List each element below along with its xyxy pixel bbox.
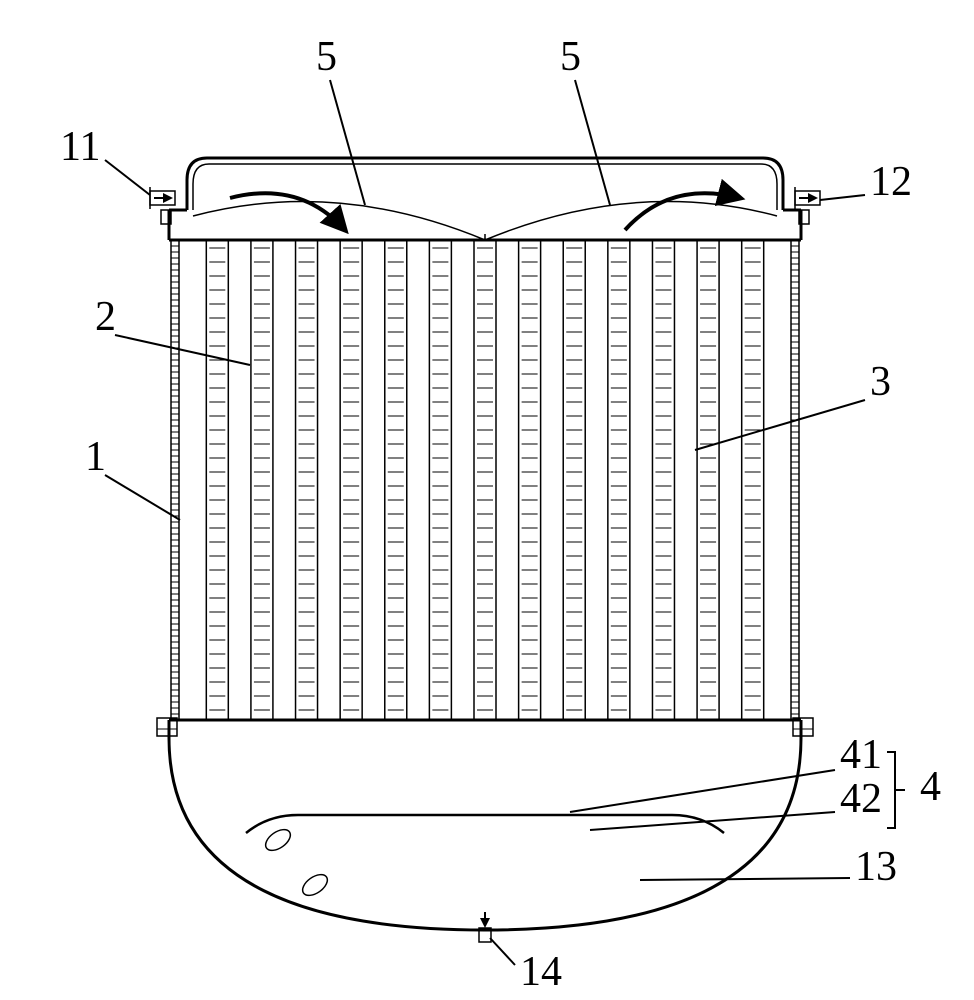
label-4: 4 [920,764,941,810]
label-5b: 5 [560,34,581,80]
label-41: 41 [840,732,882,778]
label-2: 2 [95,294,116,340]
label-1: 1 [85,434,106,480]
label-5a: 5 [316,34,337,80]
label-11: 11 [60,124,100,170]
label-3: 3 [870,359,891,405]
label-14: 14 [520,949,562,995]
label-13: 13 [855,844,897,890]
label-42: 42 [840,776,882,822]
label-12: 12 [870,159,912,205]
